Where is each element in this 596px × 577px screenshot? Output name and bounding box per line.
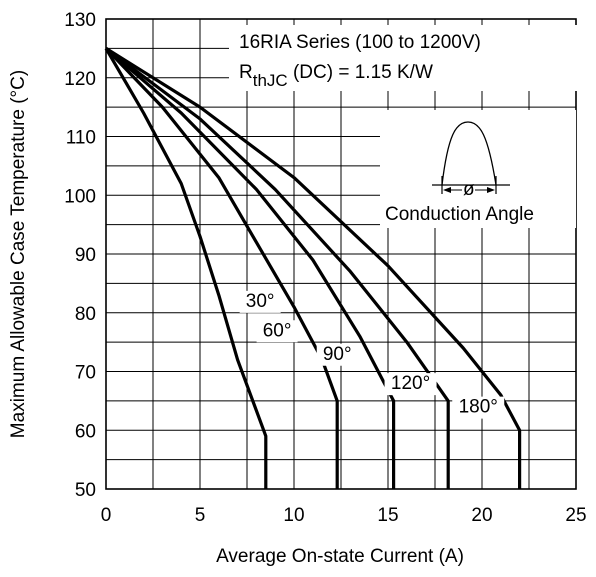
y-axis-label: Maximum Allowable Case Temperature (°C)	[8, 70, 29, 438]
annotation-box: 16RIA Series (100 to 1200V) RthJC (DC) =…	[229, 25, 577, 91]
series-label-bg	[452, 396, 505, 419]
y-tick-label: 60	[75, 421, 96, 442]
series-label-4: 180°	[459, 397, 498, 418]
plot-frame	[105, 18, 577, 490]
x-tick-label: 20	[471, 505, 492, 526]
series-line-0	[104, 47, 268, 489]
y-tick-label: 120	[64, 69, 96, 90]
series-line-1	[104, 47, 339, 489]
rthjc-text: RthJC (DC) = 1.15 K/W	[239, 62, 433, 90]
x-tick-label: 15	[377, 505, 398, 526]
x-tick-label: 0	[101, 505, 112, 526]
rthjc-rest: (DC) = 1.15 K/W	[288, 62, 433, 83]
curves	[104, 47, 522, 489]
series-label-1: 60°	[263, 320, 292, 341]
series-label-bg	[384, 373, 437, 396]
inset-bg	[380, 110, 576, 228]
inset-angle-symbol: ø	[463, 179, 475, 200]
series-label-bg	[239, 290, 281, 313]
curve-labels: 30° 60° 90° 120° 180°	[239, 290, 505, 419]
chart-title: 16RIA Series (100 to 1200V)	[239, 32, 481, 53]
series-label-0: 30°	[246, 291, 275, 312]
inset-label: Conduction Angle	[385, 204, 534, 225]
inset-arrow-left	[443, 187, 451, 193]
y-tick-label: 90	[75, 245, 96, 266]
rthjc-sub: thJC	[253, 71, 288, 90]
ticks: 0 5 10 15 20 25 50 60 70 80 90 100 110 120 130	[64, 10, 586, 526]
x-tick-label: 5	[195, 505, 206, 526]
x-axis-label: Average On-state Current (A)	[216, 546, 464, 567]
conduction-angle-inset: ø Conduction Angle	[380, 110, 576, 228]
y-tick-label: 70	[75, 363, 96, 384]
y-tick-label: 80	[75, 304, 96, 325]
series-label-bg	[316, 343, 358, 366]
series-label-2: 90°	[323, 344, 352, 365]
y-tick-label: 110	[66, 128, 96, 149]
series-line-2	[104, 47, 396, 489]
x-tick-label: 25	[565, 505, 586, 526]
x-tick-label: 10	[283, 505, 304, 526]
y-tick-label: 100	[64, 186, 96, 207]
inset-sine-wave	[441, 121, 497, 186]
rthjc-main: R	[239, 62, 253, 83]
series-label-bg	[256, 320, 298, 343]
y-tick-label: 50	[75, 480, 96, 501]
inset-arrow-right	[487, 187, 495, 193]
series-line-3	[105, 47, 450, 489]
y-tick-label: 130	[64, 10, 96, 31]
series-line-4	[105, 47, 522, 489]
annotation-bg	[229, 25, 577, 91]
series-label-3: 120°	[391, 373, 430, 394]
